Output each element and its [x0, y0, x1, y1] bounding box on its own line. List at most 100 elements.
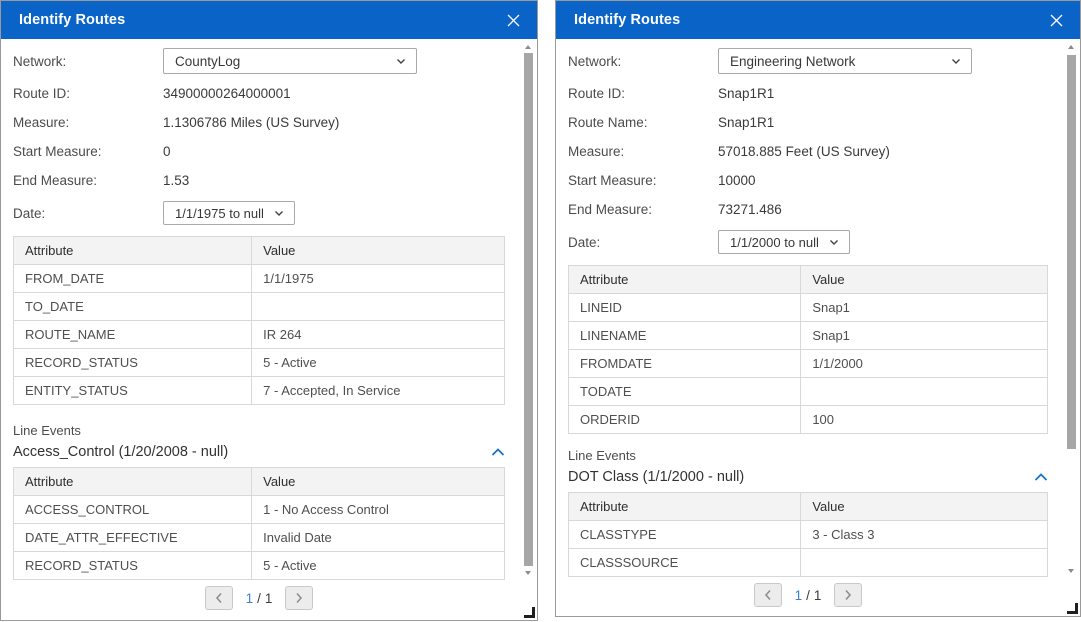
attribute-cell: LINENAME: [567, 321, 802, 350]
network-selected-value: CountyLog: [175, 53, 241, 69]
chevron-up-icon[interactable]: [491, 447, 505, 457]
attribute-cell: CLASSTYPE: [567, 520, 802, 549]
value-column-header: Value: [251, 467, 505, 496]
scrollbar[interactable]: [1067, 41, 1076, 614]
attribute-cell: FROM_DATE: [12, 264, 253, 293]
attribute-cell: LINEID: [567, 293, 802, 322]
network-label: Network:: [13, 53, 67, 69]
table-row: RECORD_STATUS 5 - Active: [12, 551, 505, 580]
scrollbar-down-arrow-icon[interactable]: [525, 571, 531, 575]
next-page-button[interactable]: [834, 583, 863, 607]
value-cell: [251, 292, 505, 321]
route-id-label: Route ID:: [568, 85, 626, 101]
start-measure-label: Start Measure:: [568, 172, 657, 188]
resize-grip-icon[interactable]: [1067, 603, 1078, 614]
resize-grip-icon[interactable]: [524, 607, 535, 618]
attribute-column-header: Attribute: [567, 492, 802, 521]
network-select[interactable]: CountyLog: [163, 48, 417, 74]
page-separator: /: [806, 587, 810, 603]
attribute-cell: ORDERID: [567, 405, 802, 434]
scrollbar[interactable]: [524, 41, 533, 618]
date-select[interactable]: 1/1/1975 to null: [163, 201, 295, 225]
scrollbar-thumb[interactable]: [524, 53, 533, 566]
window-titlebar[interactable]: Identify Routes: [1, 1, 537, 39]
value-cell: 5 - Active: [251, 348, 505, 377]
attribute-cell: RECORD_STATUS: [12, 348, 253, 377]
previous-page-button[interactable]: [753, 583, 782, 607]
date-selected-value: 1/1/2000 to null: [730, 234, 819, 250]
previous-page-button[interactable]: [204, 586, 233, 610]
table-row: TODATE: [567, 377, 1048, 406]
table-header-row: Attribute Value: [12, 467, 505, 496]
value-column-header: Value: [800, 265, 1048, 294]
date-label: Date:: [568, 234, 601, 250]
line-events-section-header[interactable]: DOT Class (1/1/2000 - null): [568, 467, 1048, 487]
scrollbar-up-arrow-icon[interactable]: [1068, 45, 1074, 49]
route-name-label: Route Name:: [568, 114, 648, 130]
page-separator: /: [257, 590, 261, 606]
identify-routes-window-left: Identify Routes Network: CountyLog Route I…: [0, 0, 538, 621]
route-id-value: Snap1R1: [718, 85, 775, 101]
value-cell: Snap1: [800, 293, 1048, 322]
value-cell: [800, 548, 1048, 577]
field-end-measure: End Measure: 73271.486: [568, 201, 1048, 217]
end-measure-label: End Measure:: [13, 172, 98, 188]
field-route-name: Route Name: Snap1R1: [568, 114, 1048, 130]
window-title: Identify Routes: [19, 12, 126, 28]
route-attributes-table: Attribute Value LINEID Snap1 LINENAME Snap1…: [567, 265, 1048, 434]
close-button[interactable]: [1045, 9, 1067, 31]
attribute-cell: FROMDATE: [567, 349, 802, 378]
date-select[interactable]: 1/1/2000 to null: [718, 230, 850, 254]
field-network: Network: Engineering Network: [568, 48, 1048, 74]
table-row: RECORD_STATUS 5 - Active: [12, 348, 505, 377]
line-events-table: Attribute Value CLASSTYPE 3 - Class 3 CLAS…: [567, 492, 1048, 577]
value-column-header: Value: [800, 492, 1048, 521]
close-button[interactable]: [502, 9, 524, 31]
line-events-label: Line Events: [13, 423, 81, 438]
measure-label: Measure:: [568, 143, 625, 159]
chevron-down-icon: [397, 59, 405, 64]
field-date: Date: 1/1/2000 to null: [568, 230, 1048, 254]
attribute-cell: ACCESS_CONTROL: [12, 495, 253, 524]
table-row: LINEID Snap1: [567, 293, 1048, 322]
total-pages: 1: [813, 587, 822, 603]
table-row: TO_DATE: [12, 292, 505, 321]
pagination: 1 / 1: [13, 586, 505, 610]
attribute-cell: TODATE: [567, 377, 802, 406]
table-row: ORDERID 100: [567, 405, 1048, 434]
chevron-right-icon: [845, 589, 852, 601]
chevron-up-icon[interactable]: [1034, 472, 1048, 482]
value-cell: Snap1: [800, 321, 1048, 350]
network-label: Network:: [568, 53, 622, 69]
start-measure-label: Start Measure:: [13, 143, 102, 159]
current-page: 1: [794, 587, 803, 603]
line-events-section-header[interactable]: Access_Control (1/20/2008 - null): [13, 442, 505, 462]
attribute-cell: ROUTE_NAME: [12, 320, 253, 349]
route-name-value: Snap1R1: [718, 114, 775, 130]
table-row: ENTITY_STATUS 7 - Accepted, In Service: [12, 376, 505, 405]
attribute-cell: TO_DATE: [12, 292, 253, 321]
table-row: FROMDATE 1/1/2000: [567, 349, 1048, 378]
window-titlebar[interactable]: Identify Routes: [556, 1, 1080, 39]
attribute-cell: CLASSSOURCE: [567, 548, 802, 577]
value-column-header: Value: [251, 236, 505, 265]
panel-body: Network: Engineering Network Route ID: Snap…: [556, 39, 1080, 616]
value-cell: 1/1/1975: [251, 264, 505, 293]
table-row: CLASSSOURCE: [567, 548, 1048, 577]
value-cell: 1/1/2000: [800, 349, 1048, 378]
scrollbar-down-arrow-icon[interactable]: [1068, 569, 1074, 573]
table-row: FROM_DATE 1/1/1975: [12, 264, 505, 293]
next-page-button[interactable]: [285, 586, 314, 610]
value-cell: 100: [800, 405, 1048, 434]
page-indicator: 1 / 1: [246, 591, 273, 606]
field-date: Date: 1/1/1975 to null: [13, 201, 505, 225]
attribute-column-header: Attribute: [12, 236, 253, 265]
scrollbar-thumb[interactable]: [1067, 55, 1076, 449]
total-pages: 1: [264, 590, 273, 606]
identify-routes-window-right: Identify Routes Network: Engineering Netw…: [555, 0, 1081, 617]
network-select[interactable]: Engineering Network: [718, 48, 972, 74]
start-measure-value: 10000: [718, 172, 756, 188]
table-row: CLASSTYPE 3 - Class 3: [567, 520, 1048, 549]
panel-body: Network: CountyLog Route ID: 34900000264000…: [1, 39, 537, 620]
scrollbar-up-arrow-icon[interactable]: [525, 45, 531, 49]
